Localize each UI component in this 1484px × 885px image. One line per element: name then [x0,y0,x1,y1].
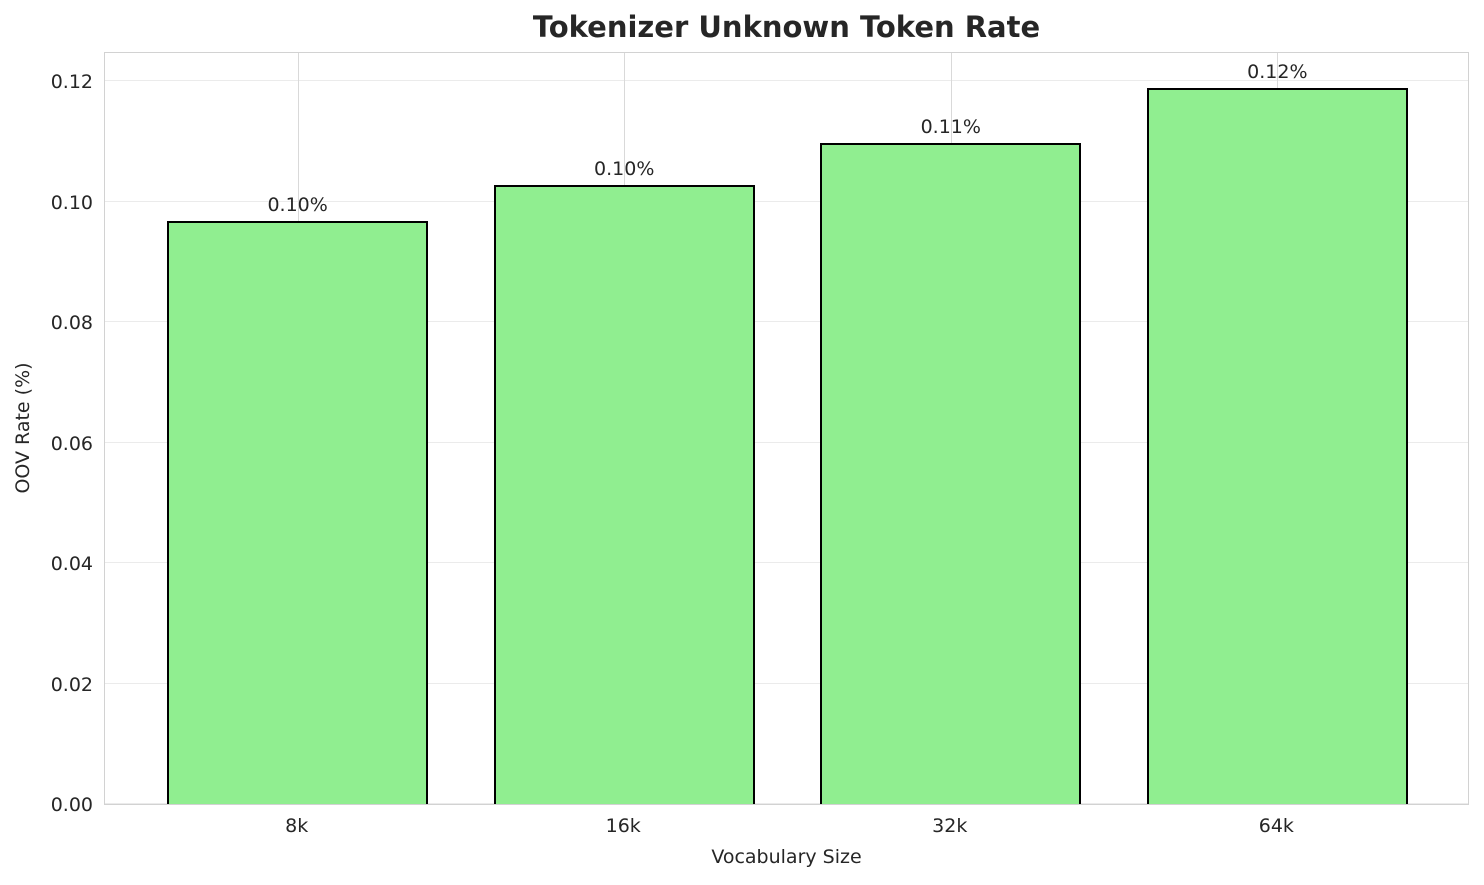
bar-64k [1146,87,1408,804]
chart-title: Tokenizer Unknown Token Rate [532,10,1041,44]
y-tick-label: 0.12 [50,71,93,94]
x-tick-label: 64k [1258,815,1294,837]
horizontal-gridline [105,682,1468,684]
y-tick-label: 0.04 [50,553,93,576]
horizontal-gridline [105,321,1468,323]
y-tick-label: 0.08 [50,312,93,335]
plot-area: 0.10% 0.10% 0.11% 0.12% [104,52,1469,805]
y-tick-label: 0.10 [50,191,93,214]
bar-value-label: 0.10% [267,194,328,217]
y-tick-label: 0.00 [50,794,93,816]
horizontal-gridline [105,562,1468,564]
bar-32k [820,143,1082,804]
horizontal-gridline [105,441,1468,443]
bar-value-label: 0.11% [920,116,981,139]
x-axis-label: Vocabulary Size [711,846,862,868]
y-axis-label-text: OOV Rate (%) [12,362,34,494]
bar-value-label: 0.12% [1247,60,1308,83]
bar-16k [493,184,755,804]
horizontal-gridline [105,80,1468,82]
y-tick-label: 0.02 [50,673,93,696]
y-tick-label: 0.06 [50,432,93,455]
x-tick-label: 16k [605,815,641,837]
bar-value-label: 0.10% [594,157,655,180]
horizontal-gridline [105,200,1468,202]
horizontal-gridline [105,803,1468,804]
x-tick-label: 32k [932,815,968,837]
bar-8k [167,221,429,804]
x-tick-label: 8k [285,815,309,837]
